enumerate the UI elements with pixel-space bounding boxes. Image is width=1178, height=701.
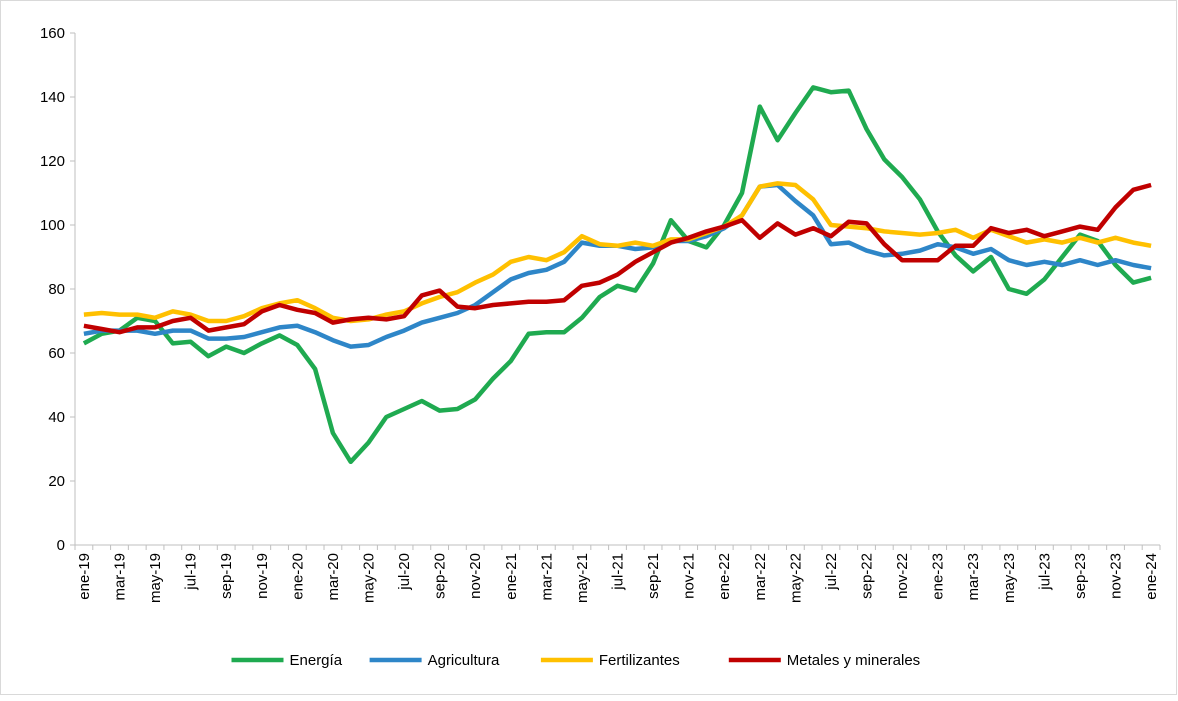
x-tick-label: sep-22 [859, 553, 876, 599]
x-tick-label: may-23 [1001, 553, 1018, 603]
x-tick-label: nov-21 [681, 553, 698, 599]
series-line [82, 85, 1152, 465]
y-tick-label: 100 [40, 217, 65, 234]
x-tick-label: mar-19 [111, 553, 128, 601]
legend-label: Fertilizantes [599, 652, 680, 669]
legend-label: Metales y minerales [787, 652, 920, 669]
x-tick-label: sep-21 [645, 553, 662, 599]
x-tick-label: ene-22 [716, 553, 733, 600]
legend-label: Energía [290, 652, 343, 669]
series-line [83, 181, 1152, 324]
x-tick-label: sep-19 [218, 553, 235, 599]
y-tick-label: 160 [40, 25, 65, 42]
x-tick-label: mar-20 [325, 553, 342, 601]
x-tick-label: jul-23 [1036, 553, 1053, 591]
x-tick-label: sep-20 [432, 553, 449, 599]
y-tick-label: 20 [48, 473, 65, 490]
y-tick-label: 60 [48, 345, 65, 362]
x-tick-label: nov-22 [894, 553, 911, 599]
y-tick-label: 0 [57, 537, 65, 554]
series-line [83, 182, 1152, 335]
x-tick-label: mar-22 [752, 553, 769, 601]
y-tick-label: 140 [40, 89, 65, 106]
x-tick-label: mar-21 [538, 553, 555, 601]
x-tick-label: sep-23 [1072, 553, 1089, 599]
y-tick-label: 40 [48, 409, 65, 426]
x-tick-label: ene-19 [76, 553, 93, 600]
y-tick-label: 120 [40, 153, 65, 170]
x-tick-label: ene-20 [289, 553, 306, 600]
y-tick-label: 80 [48, 281, 65, 298]
x-tick-label: may-22 [787, 553, 804, 603]
x-tick-label: nov-19 [254, 553, 271, 599]
x-tick-label: jul-20 [396, 553, 413, 591]
x-tick-label: jul-19 [183, 553, 200, 591]
x-tick-label: may-19 [147, 553, 164, 603]
x-tick-label: ene-24 [1143, 553, 1160, 600]
x-tick-label: ene-21 [503, 553, 520, 600]
x-tick-label: may-20 [360, 553, 377, 603]
x-tick-label: ene-23 [930, 553, 947, 600]
x-tick-label: nov-20 [467, 553, 484, 599]
x-tick-label: jul-22 [823, 553, 840, 591]
x-tick-label: nov-23 [1108, 553, 1125, 599]
x-tick-label: mar-23 [965, 553, 982, 601]
legend-label: Agricultura [428, 652, 500, 669]
x-tick-label: may-21 [574, 553, 591, 603]
x-tick-label: jul-21 [610, 553, 627, 591]
